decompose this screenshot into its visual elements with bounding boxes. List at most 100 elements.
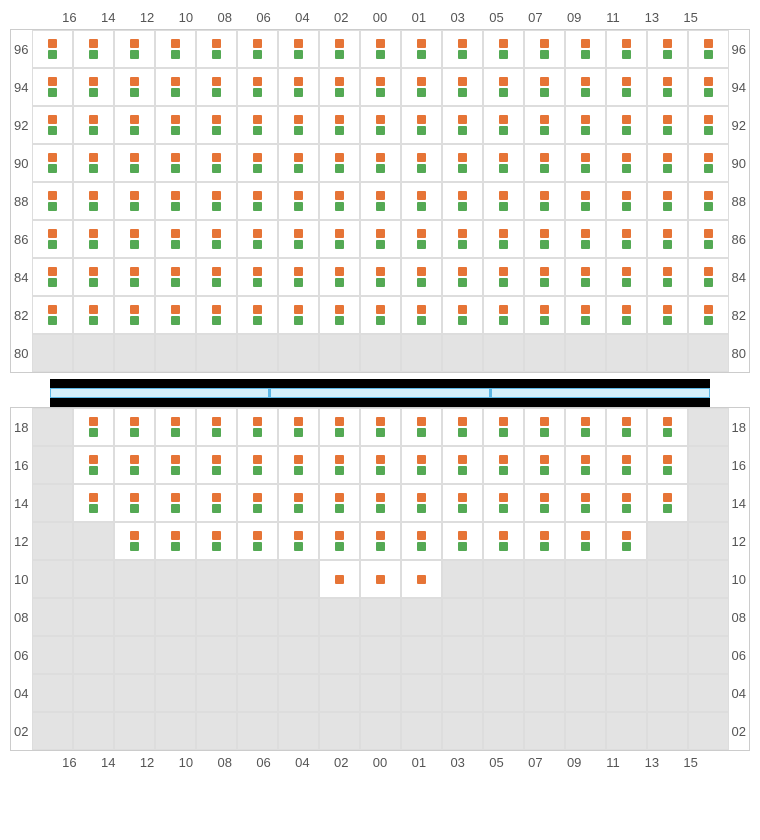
slot-occupied[interactable]: [442, 220, 483, 258]
slot-empty[interactable]: [114, 636, 155, 674]
slot-occupied[interactable]: [524, 220, 565, 258]
slot-occupied[interactable]: [606, 484, 647, 522]
slot-occupied[interactable]: [401, 68, 442, 106]
slot-occupied[interactable]: [360, 106, 401, 144]
slot-occupied[interactable]: [360, 484, 401, 522]
slot-occupied[interactable]: [565, 296, 606, 334]
slot-empty[interactable]: [688, 408, 729, 446]
slot-occupied[interactable]: [688, 220, 729, 258]
slot-occupied[interactable]: [196, 30, 237, 68]
slot-empty[interactable]: [401, 598, 442, 636]
slot-occupied[interactable]: [565, 30, 606, 68]
slot-empty[interactable]: [278, 674, 319, 712]
slot-occupied[interactable]: [278, 484, 319, 522]
slot-occupied[interactable]: [606, 258, 647, 296]
slot-occupied[interactable]: [360, 144, 401, 182]
slot-occupied[interactable]: [360, 182, 401, 220]
slot-occupied[interactable]: [319, 144, 360, 182]
slot-occupied[interactable]: [647, 182, 688, 220]
slot-occupied[interactable]: [483, 30, 524, 68]
slot-empty[interactable]: [442, 334, 483, 372]
slot-occupied[interactable]: [606, 144, 647, 182]
slot-occupied[interactable]: [237, 522, 278, 560]
slot-occupied[interactable]: [319, 106, 360, 144]
slot-empty[interactable]: [155, 674, 196, 712]
slot-empty[interactable]: [483, 334, 524, 372]
slot-empty[interactable]: [647, 560, 688, 598]
slot-occupied[interactable]: [73, 182, 114, 220]
slot-occupied[interactable]: [483, 484, 524, 522]
slot-occupied[interactable]: [524, 68, 565, 106]
slot-empty[interactable]: [319, 636, 360, 674]
slot-occupied[interactable]: [319, 446, 360, 484]
slot-occupied[interactable]: [319, 296, 360, 334]
slot-occupied[interactable]: [401, 182, 442, 220]
slot-occupied[interactable]: [196, 68, 237, 106]
slot-empty[interactable]: [565, 598, 606, 636]
slot-empty[interactable]: [360, 636, 401, 674]
slot-occupied[interactable]: [483, 522, 524, 560]
slot-occupied[interactable]: [360, 408, 401, 446]
slot-occupied[interactable]: [442, 258, 483, 296]
slot-empty[interactable]: [155, 560, 196, 598]
slot-occupied[interactable]: [442, 296, 483, 334]
slot-occupied[interactable]: [401, 258, 442, 296]
slot-empty[interactable]: [237, 598, 278, 636]
slot-empty[interactable]: [155, 334, 196, 372]
slot-occupied[interactable]: [155, 484, 196, 522]
slot-empty[interactable]: [360, 334, 401, 372]
slot-occupied[interactable]: [606, 106, 647, 144]
slot-empty[interactable]: [73, 636, 114, 674]
slot-empty[interactable]: [73, 598, 114, 636]
slot-occupied[interactable]: [73, 446, 114, 484]
slot-occupied[interactable]: [155, 68, 196, 106]
slot-occupied[interactable]: [647, 484, 688, 522]
slot-occupied[interactable]: [73, 144, 114, 182]
slot-occupied[interactable]: [524, 296, 565, 334]
slot-occupied[interactable]: [196, 220, 237, 258]
slot-occupied[interactable]: [360, 446, 401, 484]
slot-empty[interactable]: [32, 446, 73, 484]
slot-empty[interactable]: [688, 446, 729, 484]
slot-empty[interactable]: [278, 334, 319, 372]
slot-empty[interactable]: [606, 598, 647, 636]
slot-occupied[interactable]: [401, 296, 442, 334]
slot-occupied[interactable]: [237, 68, 278, 106]
slot-occupied[interactable]: [278, 408, 319, 446]
slot-occupied[interactable]: [442, 106, 483, 144]
slot-empty[interactable]: [32, 484, 73, 522]
slot-occupied[interactable]: [196, 408, 237, 446]
slot-empty[interactable]: [401, 674, 442, 712]
slot-occupied[interactable]: [647, 106, 688, 144]
slot-empty[interactable]: [688, 712, 729, 750]
slot-occupied[interactable]: [524, 258, 565, 296]
slot-occupied[interactable]: [319, 560, 360, 598]
slot-occupied[interactable]: [32, 182, 73, 220]
slot-occupied[interactable]: [73, 68, 114, 106]
slot-occupied[interactable]: [278, 68, 319, 106]
slot-occupied[interactable]: [401, 560, 442, 598]
slot-occupied[interactable]: [32, 296, 73, 334]
slot-empty[interactable]: [319, 674, 360, 712]
slot-occupied[interactable]: [647, 408, 688, 446]
slot-occupied[interactable]: [360, 560, 401, 598]
slot-occupied[interactable]: [524, 106, 565, 144]
slot-empty[interactable]: [32, 560, 73, 598]
slot-empty[interactable]: [319, 334, 360, 372]
slot-occupied[interactable]: [32, 220, 73, 258]
slot-occupied[interactable]: [565, 220, 606, 258]
slot-occupied[interactable]: [401, 446, 442, 484]
slot-empty[interactable]: [442, 712, 483, 750]
slot-empty[interactable]: [688, 674, 729, 712]
slot-occupied[interactable]: [483, 182, 524, 220]
slot-occupied[interactable]: [647, 30, 688, 68]
slot-occupied[interactable]: [360, 30, 401, 68]
slot-occupied[interactable]: [278, 106, 319, 144]
slot-empty[interactable]: [196, 636, 237, 674]
slot-occupied[interactable]: [237, 296, 278, 334]
slot-occupied[interactable]: [155, 182, 196, 220]
slot-empty[interactable]: [688, 484, 729, 522]
slot-occupied[interactable]: [319, 258, 360, 296]
slot-empty[interactable]: [319, 712, 360, 750]
slot-occupied[interactable]: [319, 522, 360, 560]
